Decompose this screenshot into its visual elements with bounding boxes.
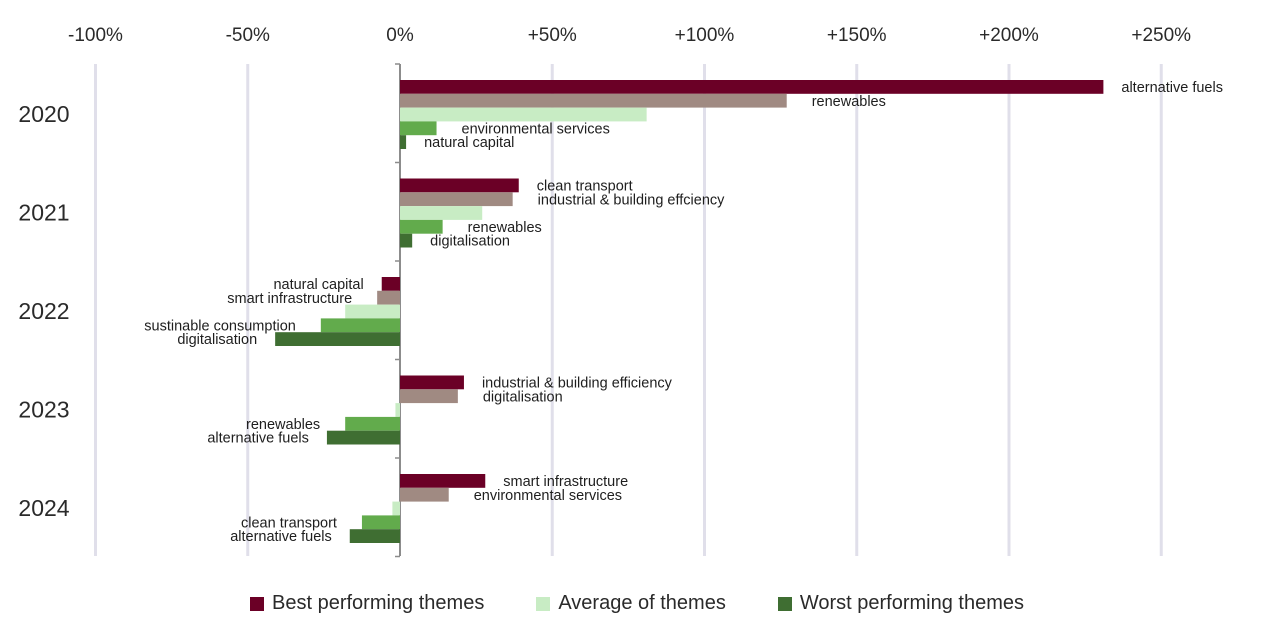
bar-worst: [400, 233, 413, 248]
bar-best_second: [400, 389, 458, 404]
bar-worst: [400, 135, 407, 149]
year-label: 2020: [18, 101, 69, 127]
bar-label: industrial & building efficiency: [482, 376, 673, 392]
bar-worst: [349, 529, 400, 543]
x-tick-label: -100%: [68, 25, 123, 46]
bar-label: renewables: [246, 417, 320, 433]
x-tick-label: +250%: [1131, 25, 1191, 46]
x-tick-label: -50%: [226, 25, 270, 46]
bar-worst_second: [345, 416, 400, 431]
bar-label: alternative fuels: [207, 431, 309, 447]
legend-swatch-worst: [777, 596, 792, 611]
year-label: 2023: [18, 397, 69, 423]
bar-best: [400, 178, 519, 193]
bar-label: environmental services: [462, 121, 610, 137]
x-tick-label: +100%: [675, 25, 735, 46]
bar-worst: [326, 430, 400, 445]
bar-worst_second: [361, 515, 400, 530]
bar-average: [395, 403, 400, 417]
bar-average: [400, 107, 647, 122]
bar-best_second: [400, 93, 787, 108]
legend-label-average: Average of themes: [558, 592, 726, 614]
bar-best_second: [400, 487, 449, 502]
bar-best: [400, 80, 1104, 94]
legend-swatch-average: [536, 596, 551, 611]
bar-label: alternative fuels: [230, 529, 332, 545]
bar-label: clean transport: [537, 179, 633, 195]
x-tick-label: 0%: [386, 25, 414, 46]
bar-average: [345, 304, 400, 319]
year-label: 2021: [18, 200, 69, 226]
bar-label: digitalisation: [430, 234, 510, 250]
bar-average: [400, 206, 483, 220]
bar-worst_second: [400, 121, 437, 136]
bar-worst_second: [400, 219, 443, 234]
x-tick-label: +150%: [827, 25, 887, 46]
bar-label: renewables: [468, 220, 542, 236]
bar-best: [381, 277, 400, 291]
legend-label-best: Best performing themes: [272, 592, 485, 614]
bar-label: natural capital: [273, 277, 363, 293]
legend-item-best: Best performing themes: [250, 592, 484, 615]
year-label: 2022: [18, 298, 69, 324]
bar-best_second: [400, 192, 513, 207]
bar-label: alternative fuels: [1121, 80, 1223, 96]
bar-label: digitalisation: [483, 389, 563, 405]
bar-chart: -100% -50% 0% +50% +100% +150% +200% +250% 2020 a…: [18, 25, 1223, 558]
bar-label: smart infrastructure: [227, 291, 352, 307]
bar-label: renewables: [812, 94, 886, 110]
legend-item-worst: Worst performing themes: [777, 592, 1024, 615]
bar-label: digitalisation: [177, 332, 257, 348]
legend-item-average: Average of themes: [536, 592, 726, 615]
bar-average: [392, 501, 400, 516]
legend: Best performing themes Average of themes…: [0, 592, 1274, 615]
bar-worst_second: [320, 318, 400, 333]
bar-label: environmental services: [474, 488, 622, 504]
bar-label: natural capital: [424, 135, 514, 151]
bar-best: [400, 474, 486, 488]
bar-label: smart infrastructure: [503, 474, 628, 490]
x-tick-label: +200%: [979, 25, 1039, 46]
bar-best_second: [377, 290, 400, 305]
bar-best: [400, 375, 464, 390]
bar-worst: [275, 332, 400, 346]
x-tick-label: +50%: [528, 25, 577, 46]
legend-swatch-best: [250, 596, 264, 611]
bar-label: industrial & building effciency: [538, 192, 725, 208]
legend-label-worst: Worst performing themes: [799, 592, 1024, 614]
bar-label: clean transport: [241, 515, 337, 531]
bar-label: sustinable consumption: [144, 318, 296, 334]
year-label: 2024: [18, 495, 69, 521]
